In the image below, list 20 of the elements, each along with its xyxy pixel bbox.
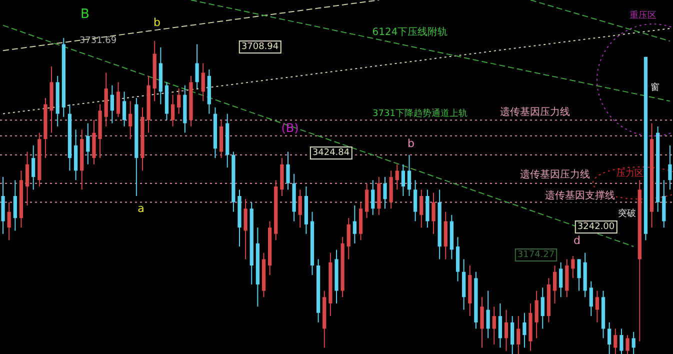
annotation: 3424.84 <box>312 148 350 158</box>
annotation: 3731.69 <box>79 36 117 46</box>
annotation: 3242.00 <box>577 222 615 232</box>
annotation: 3731下降趋势通道上轨 <box>372 108 468 119</box>
annotation: a <box>138 202 144 215</box>
text: 重压区 <box>630 10 656 21</box>
annotation: 突破 <box>618 208 636 219</box>
annotation: 压力区 <box>616 168 644 179</box>
annotation: (B) <box>281 121 299 135</box>
text: b <box>154 16 161 29</box>
annotation: 3174.27 <box>517 250 555 260</box>
annotation: 3708.94 <box>241 42 279 52</box>
annotation: 窗 <box>650 82 660 93</box>
ref-line-label: 遗传基因压力线 <box>520 168 590 180</box>
annotation: b <box>408 137 415 150</box>
ref-line-label: 遗传基因压力线 <box>500 106 570 118</box>
ref-line-label: 遗传基因支撑线 <box>545 189 615 202</box>
text: B <box>80 7 90 22</box>
annotation: d <box>574 234 580 247</box>
annotation: 6124下压线附轨 <box>372 26 448 38</box>
